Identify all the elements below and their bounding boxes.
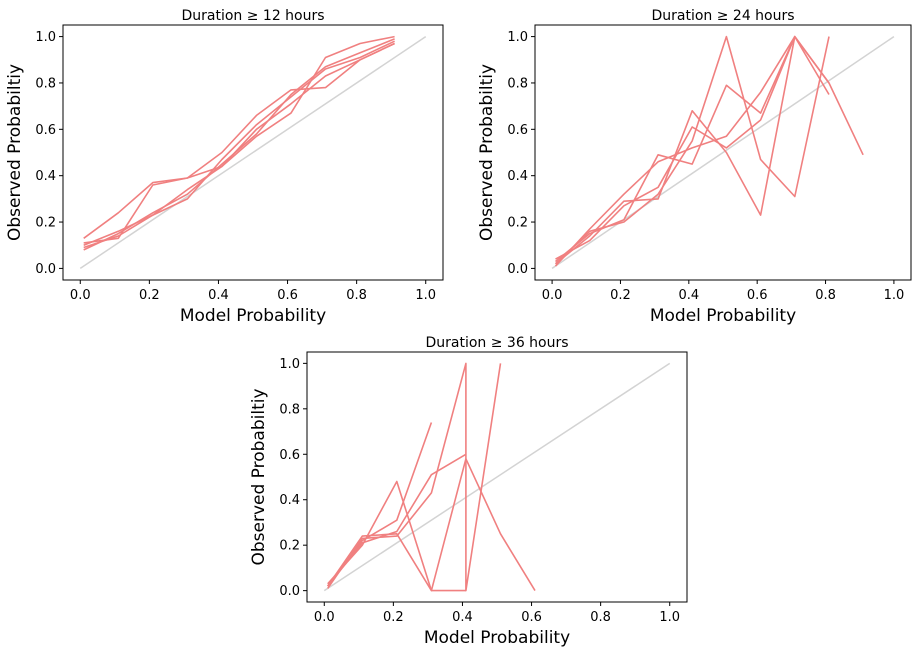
y-tick-label: 0.4 [35, 169, 56, 184]
series-line-3 [83, 40, 395, 249]
series-line-5 [555, 36, 796, 260]
y-tick-label: 1.0 [279, 357, 300, 372]
x-axis-label: Model Probability [424, 628, 570, 648]
series-line-3 [554, 35, 864, 267]
y-tick-label: 0.6 [507, 123, 528, 138]
y-axis-label: Observed Probabiltiy [5, 64, 25, 241]
y-tick-label: 0.0 [507, 262, 528, 277]
reference-line [323, 362, 671, 592]
y-tick-label: 0.8 [507, 76, 528, 91]
plot-frame [62, 24, 444, 281]
x-tick-label: 0.8 [590, 610, 611, 625]
y-tick-label: 0.4 [507, 169, 528, 184]
x-tick-label: 1.0 [415, 288, 436, 303]
y-tick-label: 0.2 [279, 539, 300, 554]
y-tick-label: 0.0 [279, 584, 300, 599]
plot-frame [534, 24, 912, 281]
x-tick-label: 0.2 [610, 288, 631, 303]
x-tick-label: 0.0 [542, 288, 563, 303]
x-tick-label: 0.6 [277, 288, 298, 303]
y-tick-label: 1.0 [507, 30, 528, 45]
x-tick-label: 0.4 [208, 288, 229, 303]
x-tick-label: 0.0 [314, 610, 335, 625]
y-tick-label: 0.6 [35, 123, 56, 138]
reference-line [551, 35, 895, 270]
y-tick-label: 0.4 [279, 493, 300, 508]
series-line-2 [554, 35, 830, 265]
x-axis-label: Model Probability [650, 306, 796, 326]
series-line-3 [327, 453, 467, 587]
x-tick-label: 0.4 [452, 610, 473, 625]
y-tick-label: 0.8 [279, 402, 300, 417]
series-line-4 [83, 42, 395, 246]
y-tick-label: 0.8 [35, 76, 56, 91]
reference-line [79, 35, 427, 270]
series-line-1 [327, 480, 433, 591]
y-tick-label: 0.6 [279, 448, 300, 463]
chart-panel-2: 0.0 0.2 0.4 0.6 0.8 1.0 0.0 0.2 0.4 0.6 0.8 1.0 Dura… [477, 8, 912, 326]
x-tick-label: 0.4 [678, 288, 699, 303]
chart-panel-1: 0.0 0.2 0.4 0.6 0.8 1.0 0.0 0.2 0.4 0.6 0.8 1.0 Dura… [5, 8, 444, 326]
x-tick-label: 0.2 [139, 288, 160, 303]
x-tick-label: 0.0 [70, 288, 91, 303]
x-tick-label: 0.6 [747, 288, 768, 303]
series-line-5 [83, 38, 395, 251]
x-tick-label: 1.0 [884, 288, 905, 303]
y-axis-label: Observed Probabiltiy [477, 64, 497, 241]
chart-title: Duration ≥ 24 hours [651, 8, 794, 24]
x-tick-label: 0.8 [346, 288, 367, 303]
y-axis-label: Observed Probabiltiy [249, 388, 269, 565]
series-line-1 [83, 35, 395, 239]
chart-title: Duration ≥ 12 hours [181, 8, 324, 24]
plot-frame [306, 351, 688, 603]
y-tick-label: 1.0 [35, 30, 56, 45]
y-tick-label: 0.2 [35, 216, 56, 231]
x-tick-label: 1.0 [659, 610, 680, 625]
x-tick-label: 0.6 [521, 610, 542, 625]
x-tick-label: 0.8 [815, 288, 836, 303]
y-tick-label: 0.0 [35, 262, 56, 277]
x-axis-label: Model Probability [180, 306, 326, 326]
x-tick-label: 0.2 [383, 610, 404, 625]
series-line-2 [83, 42, 395, 244]
chart-panel-3: 0.0 0.2 0.4 0.6 0.8 1.0 0.0 0.2 0.4 0.6 0.8 1.0 Dura… [249, 335, 688, 648]
chart-title: Duration ≥ 36 hours [425, 335, 568, 351]
y-tick-label: 0.2 [507, 216, 528, 231]
series-line-2 [327, 422, 433, 587]
series-line-4 [327, 457, 536, 592]
